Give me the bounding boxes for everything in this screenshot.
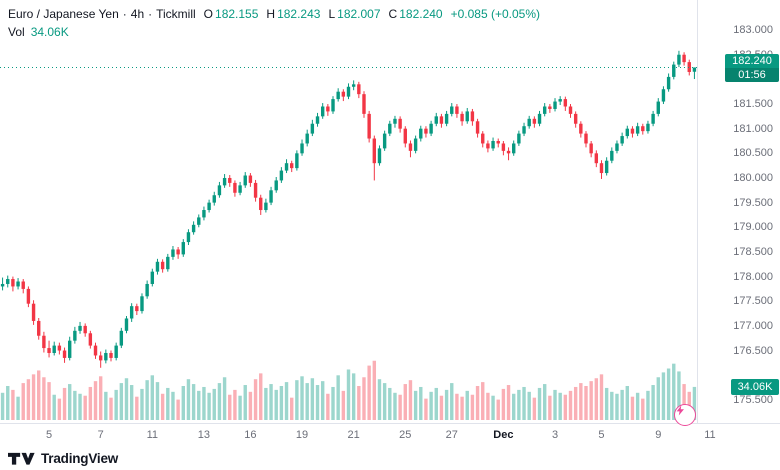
price-axis-label: 181.500: [733, 98, 773, 111]
price-axis-label: 178.000: [733, 270, 773, 283]
time-axis-label: 5: [45, 429, 53, 441]
separator: ·: [148, 7, 153, 21]
tradingview-logo-icon: [8, 452, 35, 465]
time-scale[interactable]: 5 7 11 13 16 19 21 25 27 Dec 3 5 9 11: [0, 423, 780, 448]
time-axis-label: 25: [399, 429, 412, 441]
ohlc-values: O 182.155 H 182.243 L 182.007 C 182.240: [196, 7, 443, 21]
ohlc-value: 182.007: [337, 7, 381, 21]
ohlc-letter: C: [388, 7, 398, 21]
volume-label: Vol: [8, 25, 25, 39]
price-scale[interactable]: 183.000182.500182.000181.500181.000180.5…: [697, 0, 780, 423]
volume-value: 34.06K: [30, 25, 69, 39]
price-axis-label: 175.500: [733, 393, 773, 406]
price-axis-label: 183.000: [733, 24, 773, 37]
separator: ·: [122, 7, 127, 21]
ohlc-letter: H: [266, 7, 276, 21]
time-axis-label: 5: [598, 429, 605, 441]
time-axis-label: Dec: [493, 429, 514, 441]
time-axis-label: 9: [655, 429, 662, 441]
ohlc-value: 182.243: [277, 7, 321, 21]
time-axis-label: 21: [347, 429, 360, 441]
tradingview-logo[interactable]: TradingView: [8, 451, 118, 466]
symbol-name[interactable]: Euro / Japanese Yen: [8, 7, 119, 21]
price-axis-label: 176.500: [733, 344, 773, 357]
time-axis-label: 19: [295, 429, 309, 441]
last-price-value: 182.240: [732, 54, 772, 67]
volume-badge: 34.06K: [731, 378, 779, 395]
price-axis-label: 179.500: [733, 196, 773, 209]
time-axis-label: 11: [146, 429, 159, 441]
price-axis-label: 179.000: [733, 221, 773, 234]
price-axis-label: 178.500: [733, 245, 773, 258]
candlestick-chart[interactable]: [0, 0, 697, 423]
broker-label: Tickmill: [156, 7, 196, 21]
time-axis-label: 11: [704, 429, 716, 441]
ohlc-value: 182.155: [215, 7, 259, 21]
tradingview-logo-text: TradingView: [41, 451, 119, 466]
ohlc-value: 182.240: [399, 7, 443, 21]
price-axis-label: 181.000: [733, 122, 773, 135]
chart-legend: Euro / Japanese Yen · 4h · Tickmill O 182.155 H…: [8, 6, 540, 40]
time-axis-label: 27: [445, 429, 458, 441]
ohlc-letter: L: [328, 7, 336, 21]
price-axis-label: 180.000: [733, 171, 773, 184]
quick-order-button[interactable]: [674, 404, 696, 426]
price-axis-label: 177.000: [733, 319, 773, 332]
time-axis-label: 7: [97, 429, 104, 441]
time-axis-label: 16: [244, 429, 257, 441]
chart-plot-area[interactable]: Euro / Japanese Yen · 4h · Tickmill O 182.155 H…: [0, 0, 697, 426]
price-change: +0.085 (+0.05%): [450, 7, 541, 21]
time-axis-label: 3: [551, 429, 559, 441]
price-axis-label: 180.500: [733, 147, 773, 160]
bottom-bar: TradingView: [0, 447, 780, 470]
time-axis-label: 13: [197, 429, 211, 441]
last-price-badge: 182.240 01:56: [725, 53, 779, 82]
bar-countdown: 01:56: [725, 67, 779, 82]
ohlc-letter: O: [203, 7, 214, 21]
price-axis-label: 177.500: [733, 295, 773, 308]
interval-label[interactable]: 4h: [130, 7, 145, 21]
lightning-icon: [676, 405, 684, 416]
